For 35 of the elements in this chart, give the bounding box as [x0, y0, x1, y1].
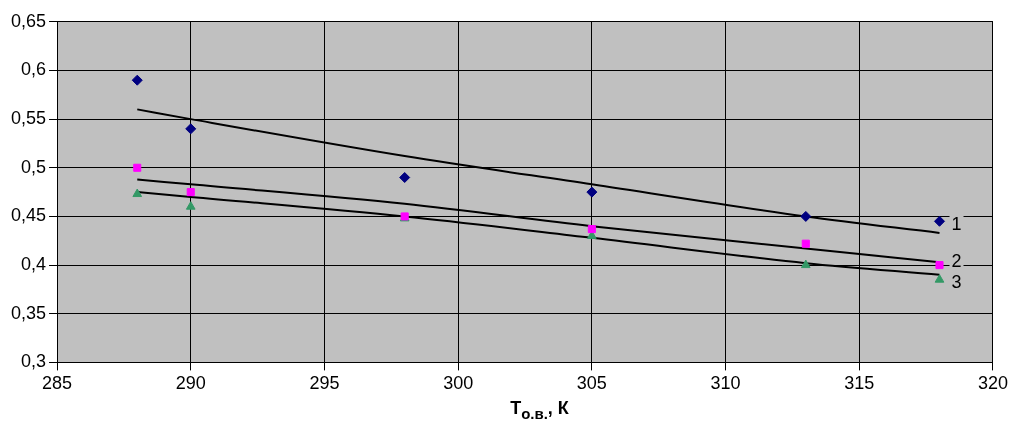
- y-tick-label: 0,65: [10, 10, 47, 31]
- point: [934, 215, 945, 227]
- series-label: 2: [951, 251, 962, 272]
- x-tick-label: 290: [175, 373, 206, 394]
- x-tick-label: 315: [844, 373, 875, 394]
- point: [587, 225, 596, 234]
- point: [399, 172, 411, 183]
- y-tick-label: 0,5: [21, 156, 47, 177]
- x-axis-title: T$_{о.в.}$, К: [509, 398, 570, 422]
- series-label: 3: [951, 271, 962, 292]
- point: [800, 210, 812, 222]
- point: [800, 259, 811, 269]
- y-tick-label: 0,4: [21, 254, 47, 275]
- point: [935, 261, 944, 270]
- point: [934, 274, 945, 283]
- series-label: 1: [951, 213, 962, 234]
- x-tick-label: 320: [977, 373, 1009, 394]
- y-tick-label: 0,45: [10, 205, 47, 226]
- point: [131, 74, 143, 86]
- x-tick-label: 305: [576, 373, 607, 394]
- point: [185, 123, 197, 135]
- x-tick-label: 310: [710, 373, 741, 394]
- point: [132, 188, 143, 198]
- point: [801, 239, 810, 248]
- point: [185, 201, 196, 210]
- x-tick-label: 285: [42, 373, 73, 394]
- x-tick-label: 300: [443, 373, 474, 394]
- point: [586, 186, 598, 198]
- y-tick-label: 0,55: [10, 108, 47, 129]
- x-tick-label: 295: [309, 373, 340, 394]
- point: [186, 188, 195, 197]
- y-tick-label: 0,3: [21, 351, 47, 372]
- y-tick-label: 0,35: [10, 302, 47, 323]
- y-tick-label: 0,6: [21, 59, 47, 80]
- point: [133, 163, 142, 172]
